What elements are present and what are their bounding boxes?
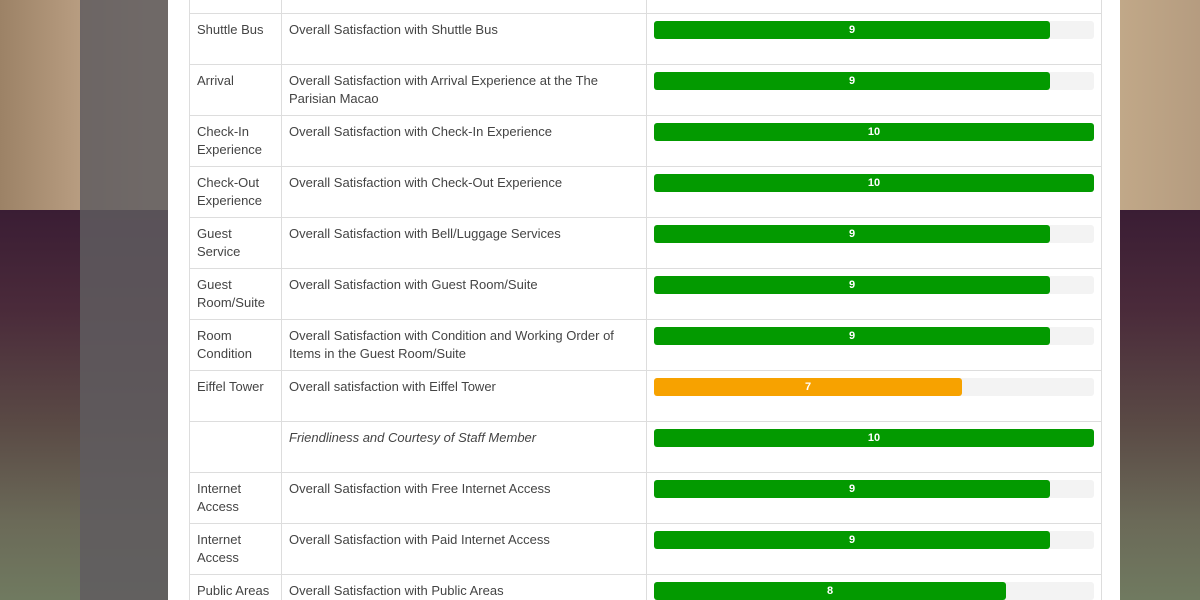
score-bar-fill: 7 — [654, 378, 962, 396]
score-bar-fill: 9 — [654, 480, 1050, 498]
question-cell: Overall Satisfaction with Check-In Exper… — [281, 115, 647, 167]
category-cell: Internet Access — [189, 523, 282, 575]
category-cell: Check-In Experience — [189, 115, 282, 167]
question-cell: Overall Satisfaction with Condition and … — [281, 319, 647, 371]
question-cell: Overall Satisfaction with Public Areas — [281, 574, 647, 600]
score-bar-track: 9 — [654, 72, 1094, 90]
score-value: 8 — [826, 585, 834, 597]
score-bar-track: 7 — [654, 378, 1094, 396]
score-value: 9 — [848, 330, 856, 342]
score-bar-fill: 10 — [654, 429, 1094, 447]
score-value: 9 — [848, 279, 856, 291]
score-value: 7 — [804, 381, 812, 393]
modal-backdrop-left — [80, 0, 168, 600]
score-value: 9 — [848, 24, 856, 36]
table-row: Guest Service Overall Satisfaction with B… — [189, 217, 1102, 269]
score-cell: 9 — [646, 472, 1102, 524]
table-row: Arrival Overall Satisfaction with Arrival… — [189, 64, 1102, 116]
score-bar-fill: 9 — [654, 276, 1050, 294]
category-cell: Guest Room/Suite — [189, 268, 282, 320]
score-bar-track: 9 — [654, 531, 1094, 549]
category-cell — [189, 421, 282, 473]
score-value: 10 — [867, 177, 881, 189]
score-cell: 9 — [646, 64, 1102, 116]
score-cell: 8 — [646, 574, 1102, 600]
score-bar-fill: 9 — [654, 225, 1050, 243]
score-cell: 9 — [646, 268, 1102, 320]
table-row: Public Areas Overall Satisfaction with Pu… — [189, 574, 1102, 600]
category-cell: Guest Service — [189, 217, 282, 269]
category-cell: Eiffel Tower — [189, 370, 282, 422]
score-bar-fill: 9 — [654, 327, 1050, 345]
score-cell: 9 — [646, 523, 1102, 575]
table-row: Eiffel Tower Overall satisfaction with Ei… — [189, 370, 1102, 422]
table-row: Internet Access Overall Satisfaction with… — [189, 472, 1102, 524]
score-bar-track: 10 — [654, 174, 1094, 192]
score-cell: 7 — [646, 370, 1102, 422]
score-value: 9 — [848, 534, 856, 546]
score-cell: 10 — [646, 421, 1102, 473]
score-bar-fill: 9 — [654, 531, 1050, 549]
category-cell: Shuttle Bus — [189, 13, 282, 65]
score-bar-fill: 9 — [654, 21, 1050, 39]
question-cell: Overall Satisfaction with Shuttle Bus — [281, 13, 647, 65]
score-cell: 9 — [646, 319, 1102, 371]
category-cell: Room Condition — [189, 319, 282, 371]
score-bar-track: 9 — [654, 225, 1094, 243]
category-cell: Internet Access — [189, 472, 282, 524]
score-bar-track: 9 — [654, 480, 1094, 498]
score-cell: 9 — [646, 217, 1102, 269]
score-bar-fill: 10 — [654, 174, 1094, 192]
score-bar-track: 9 — [654, 327, 1094, 345]
category-cell: Check-Out Experience — [189, 166, 282, 218]
score-bar-fill: 8 — [654, 582, 1006, 600]
table-row: Room Condition Overall Satisfaction with … — [189, 319, 1102, 371]
score-bar-track: 9 — [654, 276, 1094, 294]
score-cell: 9 — [646, 13, 1102, 65]
table-row: Check-Out Experience Overall Satisfaction… — [189, 166, 1102, 218]
score-value: 9 — [848, 483, 856, 495]
table-row: Guest Room/Suite Overall Satisfaction wit… — [189, 268, 1102, 320]
table-row: Check-In Experience Overall Satisfaction … — [189, 115, 1102, 167]
score-cell — [646, 0, 1102, 14]
question-cell: Overall Satisfaction with Arrival Experi… — [281, 64, 647, 116]
question-cell — [281, 0, 647, 14]
category-cell: Process — [189, 0, 282, 14]
question-cell: Overall Satisfaction with Bell/Luggage S… — [281, 217, 647, 269]
table-row: Process — [189, 0, 1102, 14]
score-bar-track: 9 — [654, 21, 1094, 39]
score-cell: 10 — [646, 166, 1102, 218]
table-row: Internet Access Overall Satisfaction with… — [189, 523, 1102, 575]
score-cell: 10 — [646, 115, 1102, 167]
score-value: 10 — [867, 432, 881, 444]
question-cell: Overall satisfaction with Eiffel Tower — [281, 370, 647, 422]
question-cell: Overall Satisfaction with Free Internet … — [281, 472, 647, 524]
question-cell: Overall Satisfaction with Check-Out Expe… — [281, 166, 647, 218]
score-value: 10 — [867, 126, 881, 138]
table-row: Friendliness and Courtesy of Staff Membe… — [189, 421, 1102, 473]
score-bar-track: 10 — [654, 429, 1094, 447]
category-cell: Public Areas — [189, 574, 282, 600]
table-row: Shuttle Bus Overall Satisfaction with Shu… — [189, 13, 1102, 65]
score-bar-track: 8 — [654, 582, 1094, 600]
question-cell: Overall Satisfaction with Paid Internet … — [281, 523, 647, 575]
score-bar-fill: 10 — [654, 123, 1094, 141]
score-bar-fill: 9 — [654, 72, 1050, 90]
category-cell: Arrival — [189, 64, 282, 116]
question-cell: Overall Satisfaction with Guest Room/Sui… — [281, 268, 647, 320]
question-cell: Friendliness and Courtesy of Staff Membe… — [281, 421, 647, 473]
score-bar-track: 10 — [654, 123, 1094, 141]
score-value: 9 — [848, 75, 856, 87]
score-value: 9 — [848, 228, 856, 240]
